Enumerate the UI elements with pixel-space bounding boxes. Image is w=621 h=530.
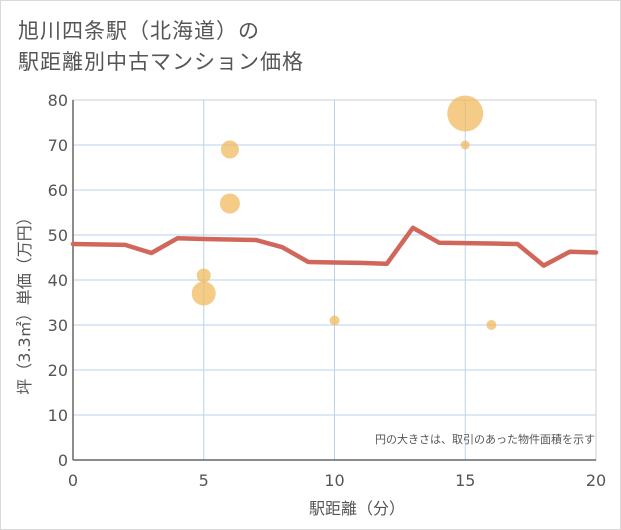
- data-bubble: [460, 140, 470, 150]
- x-tick-label: 0: [68, 471, 78, 490]
- y-tick-label: 50: [48, 226, 68, 245]
- chart-title: 旭川四条駅（北海道）の 駅距離別中古マンション価格: [18, 16, 304, 78]
- x-tick-label: 10: [324, 471, 344, 490]
- label-layer: 0 10 20 30 40 50 60 70 80 0 5 10 15 20: [48, 91, 607, 490]
- data-bubble: [191, 281, 216, 306]
- y-tick-label: 20: [48, 361, 68, 380]
- x-axis-label: 駅距離（分）: [309, 499, 405, 518]
- y-tick-label: 70: [48, 136, 68, 155]
- y-tick-label: 40: [48, 271, 68, 290]
- data-bubble: [447, 95, 484, 132]
- y-axis-label: 坪（3.3㎡）単価（万円）: [15, 209, 34, 394]
- x-tick-label: 20: [586, 471, 606, 490]
- y-tick-label: 60: [48, 181, 68, 200]
- x-tick-label: 5: [199, 471, 209, 490]
- x-tick-label: 15: [455, 471, 475, 490]
- line-layer: [70, 225, 599, 268]
- y-tick-label: 80: [48, 91, 68, 110]
- average-price-line: [70, 225, 599, 268]
- chart-title-line-2: 駅距離別中古マンション価格: [18, 50, 304, 74]
- grid-layer: [73, 99, 597, 460]
- data-bubble: [220, 140, 239, 159]
- data-bubble: [486, 320, 497, 330]
- y-tick-label: 0: [58, 451, 68, 470]
- y-tick-label: 30: [48, 316, 68, 335]
- data-bubble: [196, 268, 211, 283]
- chart-note: 円の大きさは、取引のあった物件面積を示す: [375, 432, 595, 446]
- bubble-layer: [191, 95, 497, 330]
- y-tick-label: 10: [48, 406, 68, 425]
- chart-title-line-1: 旭川四条駅（北海道）の: [18, 19, 260, 43]
- data-bubble: [329, 315, 340, 326]
- axis-layer: [72, 99, 597, 461]
- data-bubble: [219, 193, 240, 214]
